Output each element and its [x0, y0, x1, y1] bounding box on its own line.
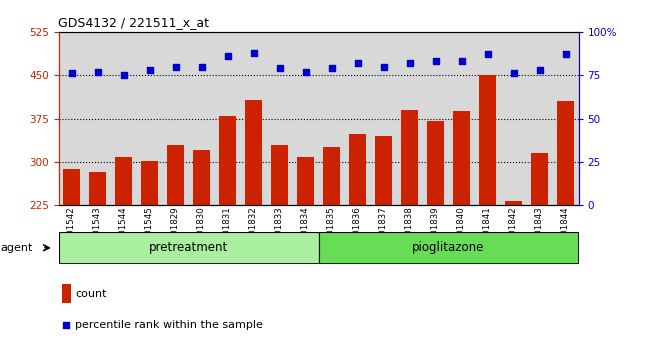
Bar: [193, 150, 210, 335]
Text: pretreatment: pretreatment: [149, 241, 228, 254]
Point: [430, 58, 441, 64]
Bar: [245, 99, 262, 335]
Bar: [453, 111, 470, 335]
Bar: [115, 157, 132, 335]
Point: [170, 64, 181, 69]
Bar: [63, 169, 80, 335]
Point: [144, 67, 155, 73]
Point: [534, 67, 545, 73]
Bar: [323, 148, 340, 335]
Point: [222, 53, 233, 59]
Bar: [479, 75, 496, 335]
Point: [352, 60, 363, 66]
Point: [61, 322, 72, 328]
Text: agent: agent: [0, 243, 32, 253]
Point: [196, 64, 207, 69]
Bar: [297, 157, 314, 335]
Point: [300, 69, 311, 75]
Bar: [505, 201, 522, 335]
Point: [118, 73, 129, 78]
Bar: [219, 116, 236, 335]
Point: [482, 52, 493, 57]
Point: [326, 65, 337, 71]
Bar: [427, 121, 444, 335]
Point: [404, 60, 415, 66]
Bar: [531, 153, 548, 335]
Bar: [271, 144, 288, 335]
Point: [508, 71, 519, 76]
Bar: [557, 101, 574, 335]
Text: percentile rank within the sample: percentile rank within the sample: [75, 320, 263, 330]
Point: [248, 50, 259, 56]
Bar: [141, 161, 158, 335]
Text: count: count: [75, 289, 107, 298]
Bar: [318, 232, 578, 264]
Text: GDS4132 / 221511_x_at: GDS4132 / 221511_x_at: [58, 16, 209, 29]
Bar: [62, 285, 71, 303]
Bar: [375, 136, 392, 335]
Point: [274, 65, 285, 71]
Bar: [58, 232, 318, 264]
Bar: [167, 144, 184, 335]
Point: [378, 64, 389, 69]
Bar: [349, 134, 366, 335]
Point: [92, 69, 103, 75]
Bar: [401, 110, 418, 335]
Bar: [58, 232, 578, 264]
Point: [560, 52, 571, 57]
Point: [66, 71, 77, 76]
Text: pioglitazone: pioglitazone: [412, 241, 485, 254]
Bar: [89, 172, 106, 335]
Point: [456, 58, 467, 64]
